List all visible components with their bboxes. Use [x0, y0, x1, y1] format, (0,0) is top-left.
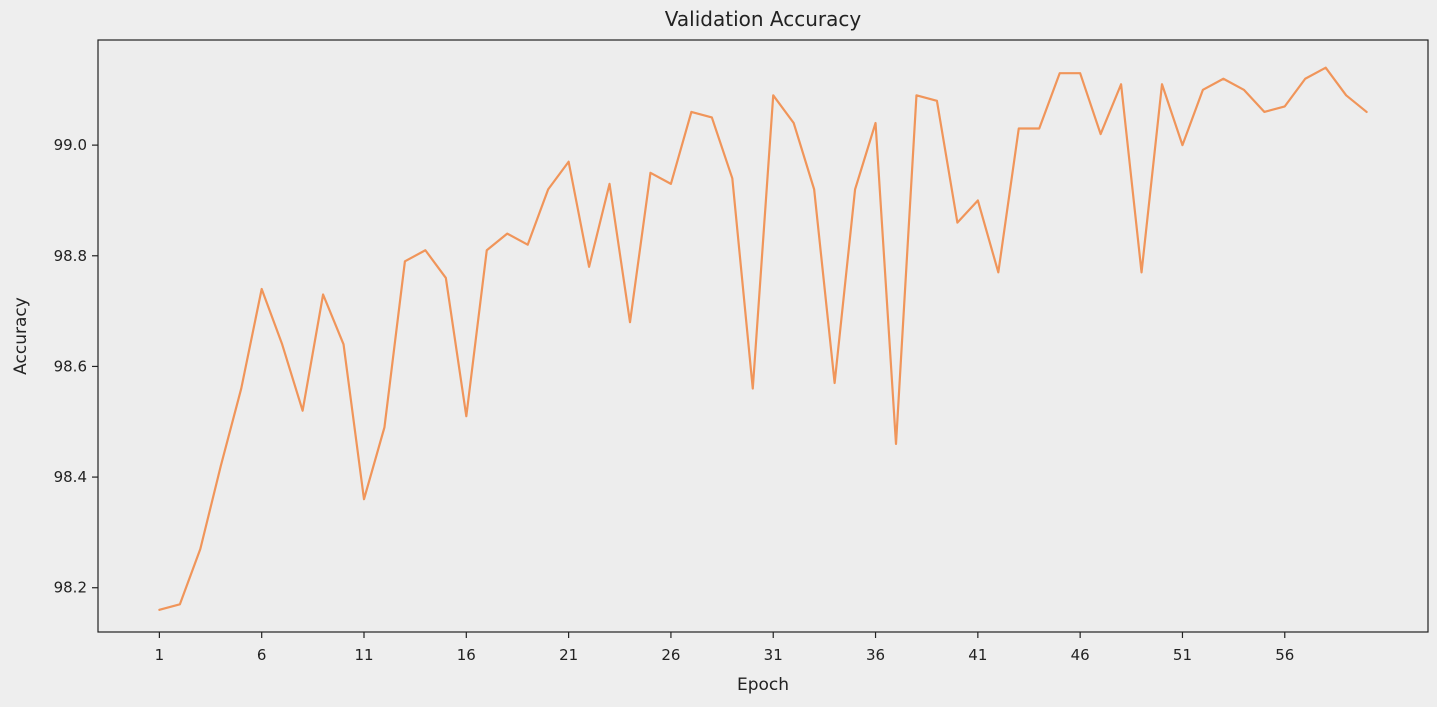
- y-axis-ticks: 98.2 98.4 98.6 98.8 99.0: [54, 136, 98, 597]
- x-tick-label: 26: [661, 646, 680, 664]
- x-tick-label: 11: [354, 646, 373, 664]
- x-tick-label: 46: [1071, 646, 1090, 664]
- y-tick-label: 98.8: [54, 247, 87, 265]
- x-tick-label: 56: [1275, 646, 1294, 664]
- x-axis-label: Epoch: [737, 675, 789, 695]
- x-tick-label: 31: [764, 646, 783, 664]
- x-tick-label: 1: [155, 646, 165, 664]
- x-tick-label: 36: [866, 646, 885, 664]
- y-axis-label: Accuracy: [11, 297, 31, 375]
- y-tick-label: 98.2: [54, 579, 87, 597]
- x-tick-label: 21: [559, 646, 578, 664]
- x-tick-label: 16: [457, 646, 476, 664]
- plot-area: [97, 39, 1429, 633]
- series-layer: [158, 66, 1368, 611]
- x-axis-ticks: 1 6 11 16 21 26 31 36 41 46 51 56: [155, 632, 1294, 664]
- x-tick-label: 51: [1173, 646, 1192, 664]
- y-tick-label: 99.0: [54, 136, 87, 154]
- chart-title: Validation Accuracy: [665, 7, 862, 31]
- y-tick-label: 98.4: [54, 468, 87, 486]
- accuracy-series-line: [158, 66, 1368, 611]
- y-tick-label: 98.6: [54, 357, 87, 375]
- x-tick-label: 41: [968, 646, 987, 664]
- x-tick-label: 6: [257, 646, 267, 664]
